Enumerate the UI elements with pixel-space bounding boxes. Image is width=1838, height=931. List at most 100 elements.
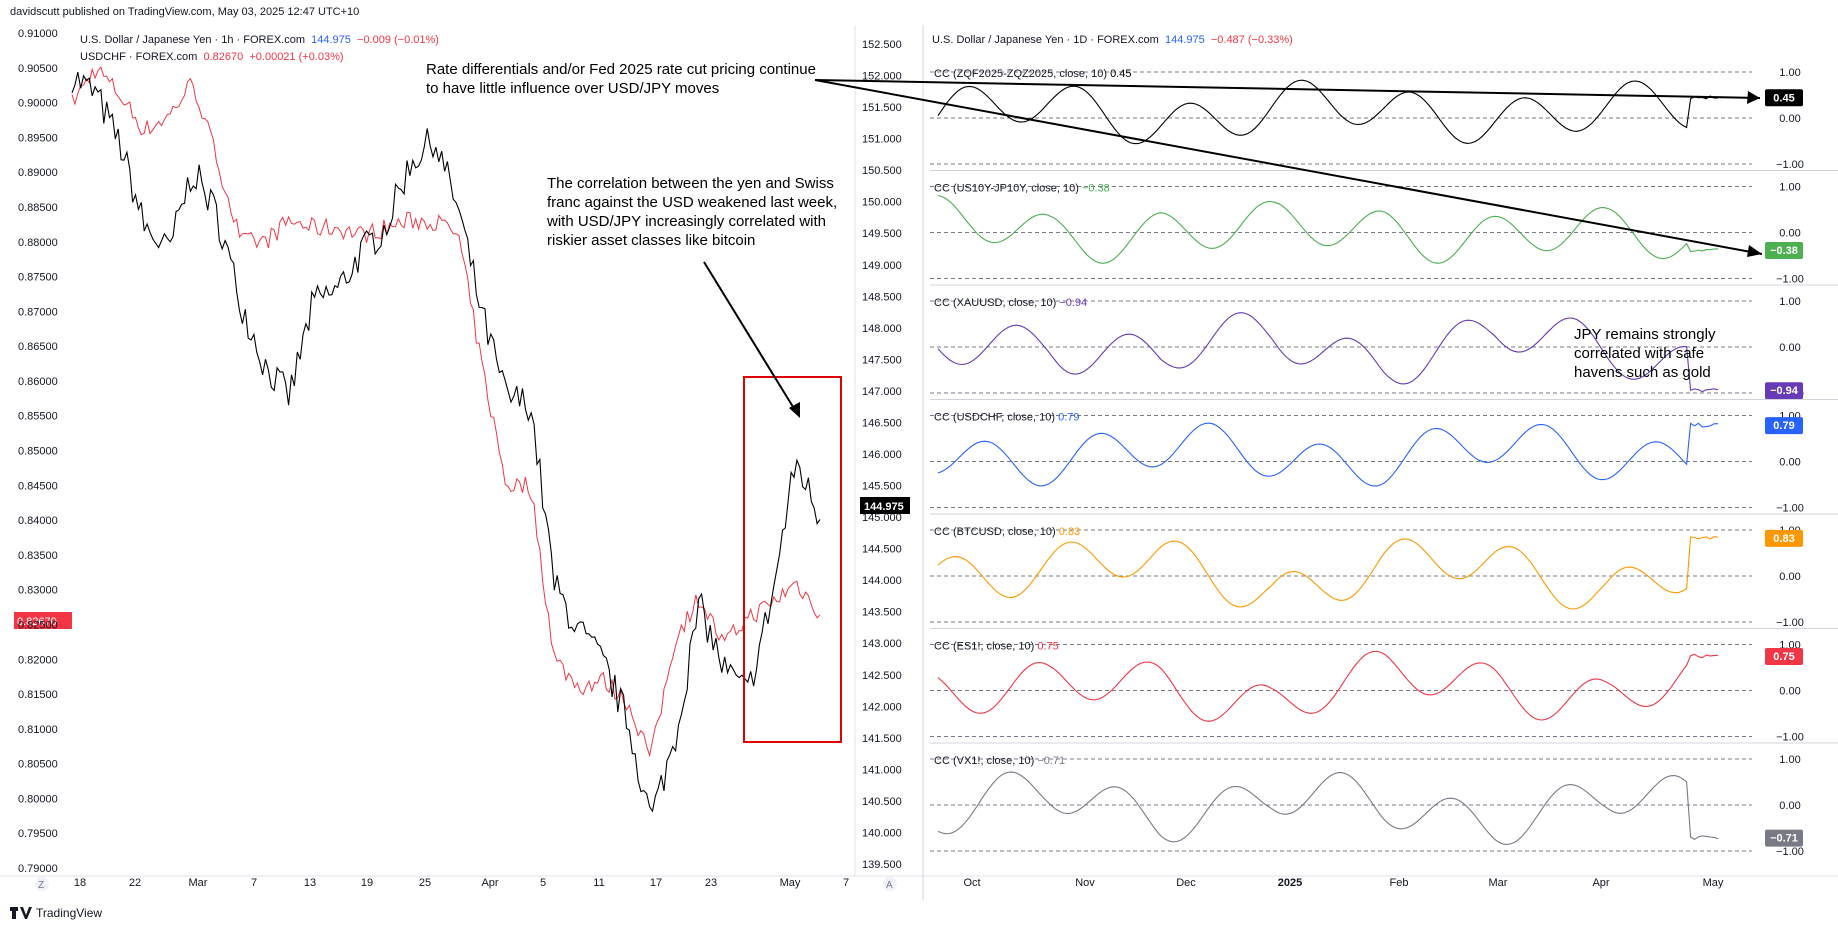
usdjpy-last-price-box	[860, 497, 910, 514]
left-axis-tick-label: 0.88500	[18, 202, 58, 214]
right-axis-tick-label: 149.500	[862, 228, 902, 240]
auto-scale-button[interactable]	[883, 877, 897, 891]
arrow-rate-diff-line	[814, 79, 1761, 99]
pane-title[interactable]: CC (US10Y-JP10Y, close, 10) −0.38	[934, 183, 1110, 195]
daily-legend[interactable]: U.S. Dollar / Japanese Yen · 1D · FOREX.…	[932, 34, 1293, 46]
pane-value-badge	[1765, 417, 1803, 435]
right-axis-tick-label: 140.000	[862, 827, 902, 839]
left-axis-tick-label: 0.91000	[18, 28, 58, 40]
usdjpy-legend-name: U.S. Dollar / Japanese Yen · 1h · FOREX.…	[80, 34, 305, 46]
pane-value-badge-label: −0.38	[1770, 245, 1798, 257]
right-axis-tick-label: 146.500	[862, 417, 902, 429]
cc-line-6	[937, 771, 1719, 845]
annotation-correlation: The correlation between the yen and Swis…	[547, 175, 838, 249]
pane-title-value: −0.71	[1037, 755, 1065, 767]
usdchf-last-price-label: 0.82670	[17, 616, 57, 628]
publisher-header: davidscutt published on TradingView.com,…	[10, 6, 360, 18]
usdjpy-last-price-label: 144.975	[864, 501, 904, 513]
pane-value-badge	[1765, 648, 1803, 665]
pane-level-label: 0.00	[1779, 457, 1800, 469]
left-time-axis-tick-label: 17	[650, 877, 662, 889]
cc-line-2	[937, 312, 1719, 393]
usdjpy-legend-change: −0.009 (−0.01%)	[357, 34, 439, 46]
right-axis-tick-label: 146.000	[862, 449, 902, 461]
highlight-box	[743, 376, 842, 743]
tradingview-logo[interactable]: TradingView	[10, 906, 102, 920]
pane-level-label: −1.00	[1776, 503, 1804, 515]
usdchf-legend[interactable]: USDCHF · FOREX.com 0.82670 +0.00021 (+0.…	[80, 51, 344, 63]
right-time-axis-tick-label: Mar	[1489, 877, 1508, 889]
right-axis-tick-label: 147.500	[862, 354, 902, 366]
annotation-rate-differentials: Rate differentials and/or Fed 2025 rate …	[426, 61, 816, 97]
right-axis-tick-label: 152.500	[862, 39, 902, 51]
right-axis-tick-label: 141.500	[862, 733, 902, 745]
left-axis-tick-label: 0.81500	[18, 689, 58, 701]
pane-title[interactable]: CC (USDCHF, close, 10) 0.79	[934, 412, 1080, 424]
cc-line-3	[937, 422, 1719, 487]
left-axis-tick-label: 0.80500	[18, 759, 58, 771]
left-axis-tick-label: 0.85000	[18, 446, 58, 458]
pane-level-label: −1.00	[1776, 274, 1804, 286]
zoom-button[interactable]	[35, 877, 49, 891]
left-time-axis-tick-label: 5	[540, 877, 546, 889]
left-axis-tick-label: 0.89500	[18, 132, 58, 144]
pane-value-badge-label: 0.79	[1773, 420, 1794, 432]
right-axis-tick-label: 144.500	[862, 544, 902, 556]
left-axis-tick-label: 0.87000	[18, 306, 58, 318]
pane-title-value: −0.38	[1082, 183, 1110, 195]
left-axis-tick-label: 0.79500	[18, 828, 58, 840]
left-time-axis-tick-label: 7	[843, 877, 849, 889]
right-time-axis-tick-label: Feb	[1390, 877, 1409, 889]
left-axis-tick-label: 0.83500	[18, 550, 58, 562]
pane-title[interactable]: CC (BTCUSD, close, 10) 0.83	[934, 526, 1080, 538]
left-time-axis-tick-label: 25	[419, 877, 431, 889]
pane-level-label: 0.00	[1779, 342, 1800, 354]
cc-line-1	[937, 195, 1719, 264]
right-axis-tick-label: 148.500	[862, 291, 902, 303]
usdchf-legend-price: 0.82670	[203, 51, 244, 63]
usdchf-last-price-box	[14, 612, 72, 629]
left-time-axis-tick-label: Apr	[481, 877, 498, 889]
left-time-axis-tick-label: 11	[593, 877, 604, 889]
left-axis-tick-label: 0.84500	[18, 480, 58, 492]
daily-legend-price: 144.975	[1164, 34, 1205, 46]
daily-legend-change: −0.487 (−0.33%)	[1210, 34, 1293, 46]
left-time-axis-tick-label: 22	[129, 877, 141, 889]
pane-title-value: 0.75	[1037, 641, 1058, 653]
pane-value-badge-label: −0.71	[1770, 833, 1798, 845]
right-axis-tick-label: 139.500	[862, 859, 902, 871]
pane-level-label: 0.00	[1779, 686, 1800, 698]
left-axis-tick-label: 0.80000	[18, 793, 58, 805]
pane-title[interactable]: CC (ES1!, close, 10) 0.75	[934, 641, 1059, 653]
pane-value-badge-label: 0.75	[1773, 651, 1794, 663]
pane-level-label: 1.00	[1779, 67, 1800, 79]
left-axis-tick-label: 0.79000	[18, 863, 58, 875]
right-axis-tick-label: 151.500	[862, 102, 902, 114]
right-time-axis-tick-label: 2025	[1278, 877, 1302, 889]
pane-value-badge	[1765, 382, 1803, 400]
pane-level-label: −1.00	[1776, 846, 1804, 858]
right-axis-tick-label: 150.500	[862, 165, 902, 177]
right-axis-tick-label: 143.000	[862, 638, 902, 650]
right-axis-tick-label: 148.000	[862, 323, 902, 335]
left-axis-tick-label: 0.84000	[18, 515, 58, 527]
pane-value-badge	[1765, 89, 1803, 107]
right-time-axis-tick-label: Dec	[1176, 877, 1196, 889]
pane-level-label: 1.00	[1779, 754, 1800, 766]
pane-title[interactable]: CC (XAUUSD, close, 10) −0.94	[934, 297, 1087, 309]
right-axis-tick-label: 144.000	[862, 575, 902, 587]
right-axis-tick-label: 152.000	[862, 71, 902, 83]
tradingview-logo-text: TradingView	[36, 906, 103, 920]
left-axis-tick-label: 0.81000	[18, 724, 58, 736]
pane-level-label: 0.00	[1779, 228, 1800, 240]
pane-title[interactable]: CC (ZQF2025-ZQZ2025, close, 10) 0.45	[934, 68, 1131, 80]
daily-legend-name: U.S. Dollar / Japanese Yen · 1D · FOREX.…	[932, 34, 1159, 46]
right-axis-tick-label: 151.000	[862, 134, 902, 146]
pane-title[interactable]: CC (VX1!, close, 10) −0.71	[934, 755, 1065, 767]
left-axis-tick-label: 0.90500	[18, 63, 58, 75]
pane-level-label: −1.00	[1776, 617, 1804, 629]
right-axis-tick-label: 142.500	[862, 670, 902, 682]
usdchf-price-line	[71, 66, 821, 758]
usdjpy-legend[interactable]: U.S. Dollar / Japanese Yen · 1h · FOREX.…	[80, 34, 439, 46]
